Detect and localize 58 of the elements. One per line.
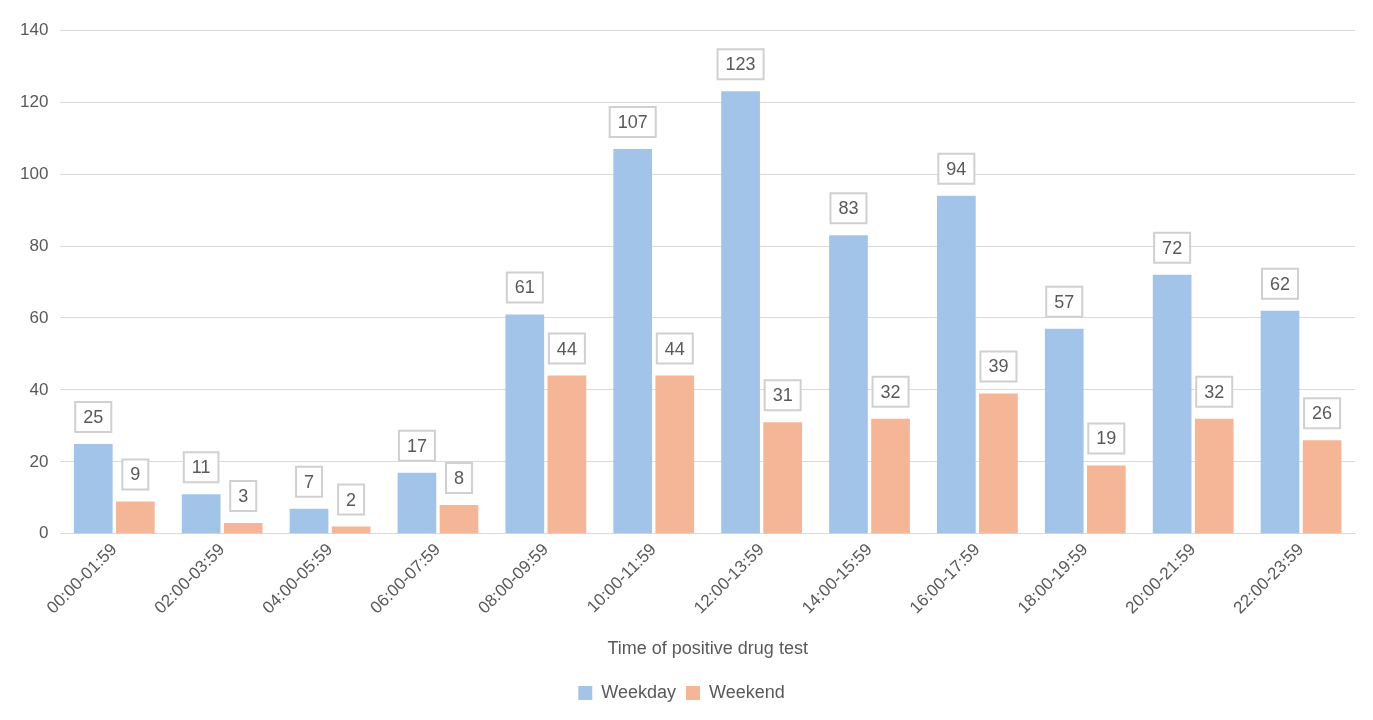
bar xyxy=(223,523,263,534)
bar xyxy=(115,501,155,534)
data-label: 26 xyxy=(1312,403,1333,424)
bar xyxy=(1152,274,1192,534)
bar xyxy=(613,148,653,534)
bar xyxy=(655,375,695,534)
data-label: 7 xyxy=(304,471,315,492)
bar xyxy=(1086,465,1126,534)
bar xyxy=(397,472,437,534)
y-tick-label: 60 xyxy=(29,307,49,327)
data-label: 8 xyxy=(454,468,465,488)
data-label: 32 xyxy=(880,381,901,402)
bar xyxy=(289,508,329,534)
data-label: 11 xyxy=(191,457,211,478)
data-label: 72 xyxy=(1162,237,1183,258)
data-label: 44 xyxy=(664,338,685,359)
bar xyxy=(1194,418,1234,534)
data-label: 32 xyxy=(1204,381,1225,402)
y-tick-label: 100 xyxy=(19,163,49,183)
bar xyxy=(1302,440,1342,534)
data-label: 2 xyxy=(346,489,357,510)
y-tick-label: 120 xyxy=(19,91,49,111)
data-label: 94 xyxy=(946,158,967,179)
data-label: 107 xyxy=(617,111,648,132)
data-label: 57 xyxy=(1054,291,1075,312)
bar xyxy=(181,494,221,534)
bar xyxy=(1044,328,1084,534)
bar xyxy=(1260,310,1300,534)
data-label: 31 xyxy=(772,385,793,406)
x-axis-title: Time of positive drug test xyxy=(607,638,808,659)
data-label: 25 xyxy=(83,406,104,427)
data-label: 9 xyxy=(130,464,141,485)
legend-label: Weekend xyxy=(708,681,785,702)
data-label: 62 xyxy=(1270,273,1291,294)
legend-label: Weekday xyxy=(601,681,677,702)
y-tick-label: 20 xyxy=(29,451,49,471)
data-label: 17 xyxy=(406,435,427,456)
data-label: 3 xyxy=(238,485,249,506)
y-tick-label: 80 xyxy=(29,235,49,255)
data-label: 44 xyxy=(556,338,577,359)
bar xyxy=(763,422,803,534)
data-label: 19 xyxy=(1096,428,1117,449)
bar xyxy=(829,235,868,534)
bar xyxy=(505,314,545,534)
bar xyxy=(73,443,113,534)
y-tick-label: 140 xyxy=(19,19,49,39)
y-tick-label: 0 xyxy=(38,523,49,543)
bar xyxy=(547,375,587,534)
bar xyxy=(979,393,1018,534)
bar xyxy=(937,195,976,534)
data-label: 123 xyxy=(725,54,756,75)
data-label: 39 xyxy=(988,356,1009,377)
bar xyxy=(721,91,760,534)
data-label: 61 xyxy=(514,277,535,298)
bar xyxy=(439,505,479,534)
data-label: 83 xyxy=(838,198,859,219)
bar xyxy=(871,418,910,534)
y-tick-label: 40 xyxy=(29,379,49,399)
